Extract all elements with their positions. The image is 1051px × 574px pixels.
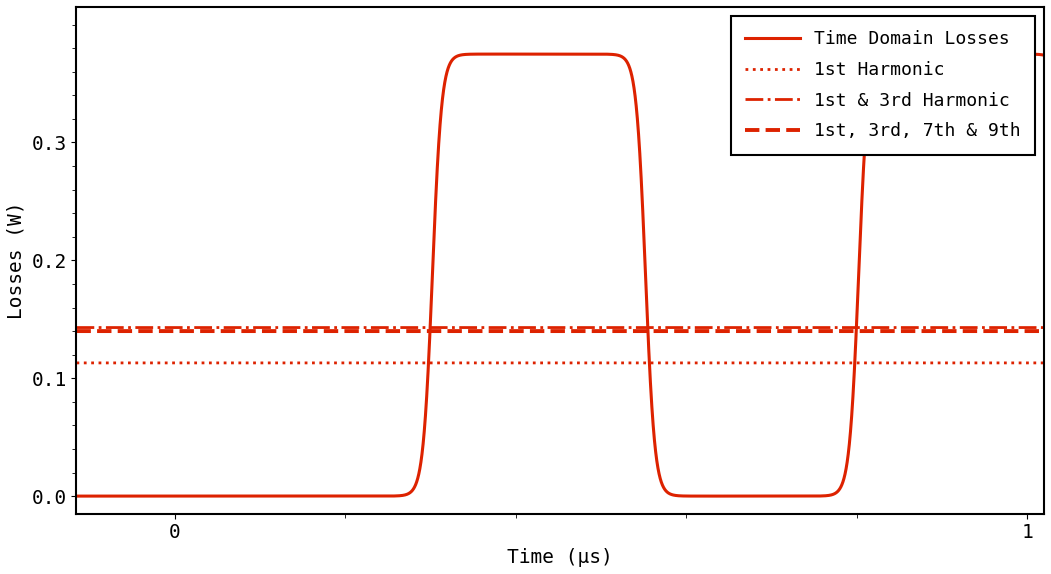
Y-axis label: Losses (W): Losses (W) (7, 201, 26, 319)
1st, 3rd, 7th & 9th (127, 328, 140, 335)
1st Harmonic (276, 359, 289, 366)
Time Domain Losses (1010, 51, 1023, 57)
1st Harmonic (785, 359, 798, 366)
1st Harmonic (184, 359, 197, 366)
1st & 3rd Harmonic (70, 324, 83, 331)
1st Harmonic (504, 359, 517, 366)
1st, 3rd, 7th & 9th (785, 328, 798, 335)
1st & 3rd Harmonic (276, 324, 289, 331)
Time Domain Losses (504, 51, 517, 57)
Time Domain Losses (1037, 52, 1050, 59)
1st & 3rd Harmonic (127, 324, 140, 331)
Time Domain Losses (70, 492, 83, 499)
Time Domain Losses (533, 51, 545, 57)
Legend: Time Domain Losses, 1st Harmonic, 1st & 3rd Harmonic, 1st, 3rd, 7th & 9th: Time Domain Losses, 1st Harmonic, 1st & … (730, 16, 1035, 155)
Line: Time Domain Losses: Time Domain Losses (77, 54, 1044, 496)
1st, 3rd, 7th & 9th (504, 328, 517, 335)
1st & 3rd Harmonic (1037, 324, 1050, 331)
1st, 3rd, 7th & 9th (1010, 328, 1023, 335)
Time Domain Losses (785, 492, 798, 499)
Time Domain Losses (127, 492, 140, 499)
1st Harmonic (1037, 359, 1050, 366)
1st Harmonic (70, 359, 83, 366)
1st, 3rd, 7th & 9th (70, 328, 83, 335)
1st, 3rd, 7th & 9th (276, 328, 289, 335)
1st & 3rd Harmonic (184, 324, 197, 331)
1st & 3rd Harmonic (504, 324, 517, 331)
X-axis label: Time (μs): Time (μs) (508, 548, 613, 567)
Time Domain Losses (276, 492, 289, 499)
1st, 3rd, 7th & 9th (1037, 328, 1050, 335)
1st, 3rd, 7th & 9th (184, 328, 197, 335)
Time Domain Losses (184, 492, 197, 499)
1st Harmonic (127, 359, 140, 366)
1st & 3rd Harmonic (1010, 324, 1023, 331)
1st Harmonic (1010, 359, 1023, 366)
1st & 3rd Harmonic (785, 324, 798, 331)
